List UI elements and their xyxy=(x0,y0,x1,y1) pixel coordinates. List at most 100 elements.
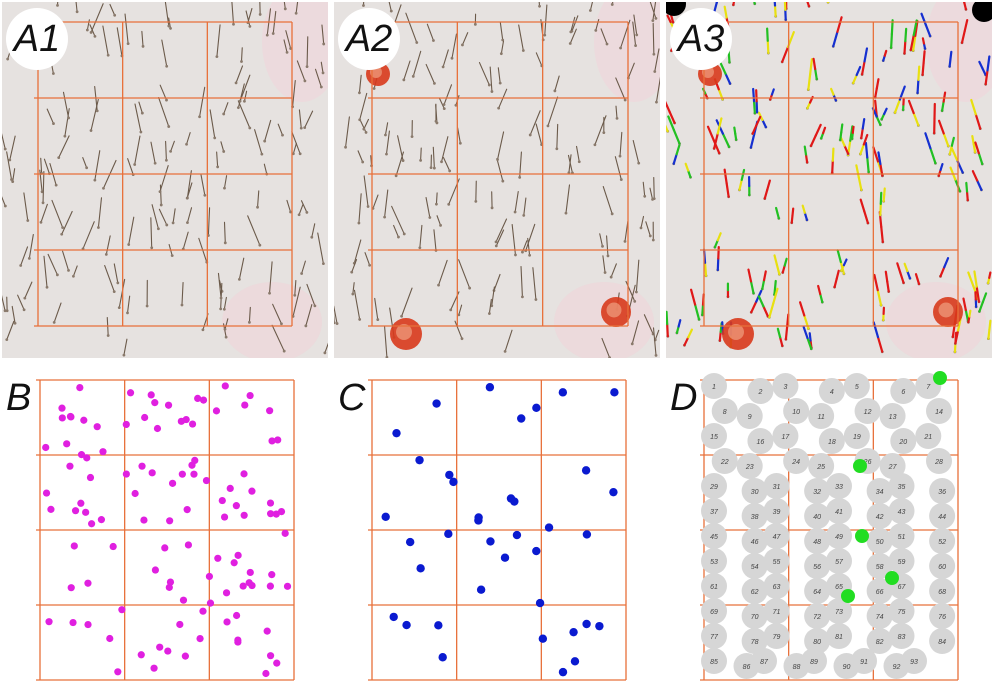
hair-follicle xyxy=(411,74,415,78)
hair-follicle xyxy=(618,154,622,158)
data-dot xyxy=(137,651,145,659)
hair-strand xyxy=(640,215,645,229)
gray-dot xyxy=(888,623,915,649)
hair-strand xyxy=(654,329,660,341)
numbered-dots: 1234567891011121314151617181920212223242… xyxy=(701,371,956,679)
hair-follicle xyxy=(623,98,627,102)
dot-number: 31 xyxy=(773,484,781,491)
hair-annotation-mark xyxy=(954,329,960,345)
hair-strand xyxy=(94,150,101,181)
hair-annotation-mark xyxy=(806,336,813,350)
data-dot xyxy=(223,618,231,626)
hair-strand xyxy=(606,235,609,257)
hair-strand xyxy=(53,302,62,323)
hair-follicle xyxy=(303,126,307,129)
hair-annotation-mark xyxy=(807,73,812,91)
dot-number: 18 xyxy=(828,439,836,446)
hair-follicle xyxy=(651,238,655,242)
hair-strand xyxy=(436,215,442,226)
hair-follicle xyxy=(256,205,259,209)
dot-number: 78 xyxy=(751,639,759,646)
hair-annotation-mark xyxy=(817,284,822,296)
hair-follicle xyxy=(63,134,67,138)
green-dot xyxy=(855,529,869,543)
data-dot xyxy=(438,653,447,662)
dot-number: 27 xyxy=(888,464,898,471)
data-dot xyxy=(80,416,88,424)
hair-follicle xyxy=(169,150,173,153)
hair-follicle xyxy=(501,179,505,183)
hair-strand xyxy=(518,24,524,52)
hair-follicle xyxy=(258,13,262,16)
hair-follicle xyxy=(153,161,157,165)
hair-follicle xyxy=(224,335,228,339)
gray-dot xyxy=(866,603,893,629)
gray-dot xyxy=(763,473,790,499)
hair-annotation-mark xyxy=(972,143,977,154)
hair-strand xyxy=(595,18,600,31)
hair-follicle xyxy=(362,127,366,131)
gray-dot xyxy=(701,623,727,649)
data-dot xyxy=(178,470,186,478)
hair-annotation-mark xyxy=(965,190,969,202)
hair-strand xyxy=(654,48,660,73)
hair-follicle xyxy=(289,210,292,214)
hair-annotation-mark xyxy=(803,145,808,156)
hair-annotation-mark xyxy=(831,159,834,175)
data-dot xyxy=(214,554,222,562)
hair-annotation-mark xyxy=(929,147,937,165)
hair-annotation-mark xyxy=(965,181,969,193)
gray-dot xyxy=(741,603,768,629)
hair-annotation-mark xyxy=(861,118,866,130)
hair-strand xyxy=(438,259,448,286)
hair-follicle xyxy=(402,232,406,236)
hair-follicle xyxy=(577,160,581,164)
hair-strand xyxy=(172,208,176,224)
hair-follicle xyxy=(283,7,287,11)
dot-number: 25 xyxy=(816,464,825,471)
hair-strand xyxy=(11,305,16,324)
hair-strand xyxy=(200,173,206,196)
data-dot xyxy=(558,388,568,397)
hair-follicle xyxy=(652,52,656,56)
hair-strand xyxy=(127,158,134,176)
dark-corner xyxy=(666,2,686,16)
hair-annotation-mark xyxy=(875,78,880,90)
hair-strand xyxy=(141,30,144,47)
hair-strand xyxy=(425,196,431,219)
dot-number: 59 xyxy=(898,559,906,566)
data-dot xyxy=(381,512,390,521)
hair-annotation-mark xyxy=(666,14,672,24)
hair-follicle xyxy=(410,135,414,139)
hair-strand xyxy=(43,158,50,175)
hair-follicle xyxy=(460,337,464,341)
hair-follicle xyxy=(518,176,522,179)
data-dot xyxy=(93,423,101,431)
hair-strand xyxy=(432,146,435,169)
gray-dot xyxy=(888,523,915,549)
hair-follicle xyxy=(385,355,389,358)
hair-follicle xyxy=(219,307,223,311)
data-dot xyxy=(232,611,241,620)
hair-annotation-mark xyxy=(666,322,669,338)
hair-annotation-mark xyxy=(802,325,809,340)
hair-follicle xyxy=(67,116,70,120)
hair-strand xyxy=(395,151,405,177)
hair-follicle xyxy=(358,91,361,95)
dot-number: 55 xyxy=(773,559,781,566)
hair-strand xyxy=(642,181,646,197)
hair-follicle xyxy=(140,111,144,115)
hair-follicle xyxy=(474,200,478,203)
hair-strand xyxy=(568,154,572,174)
hair-strand xyxy=(393,224,399,238)
hair-strand xyxy=(619,131,623,157)
data-dot xyxy=(283,582,292,590)
gray-dot xyxy=(763,573,790,599)
hair-follicle xyxy=(141,44,145,48)
data-dot xyxy=(188,461,196,469)
hair-strand xyxy=(442,157,451,172)
hair-follicle xyxy=(334,321,336,325)
data-dot xyxy=(262,669,270,678)
gray-dot xyxy=(701,523,727,549)
data-dot xyxy=(266,652,275,660)
